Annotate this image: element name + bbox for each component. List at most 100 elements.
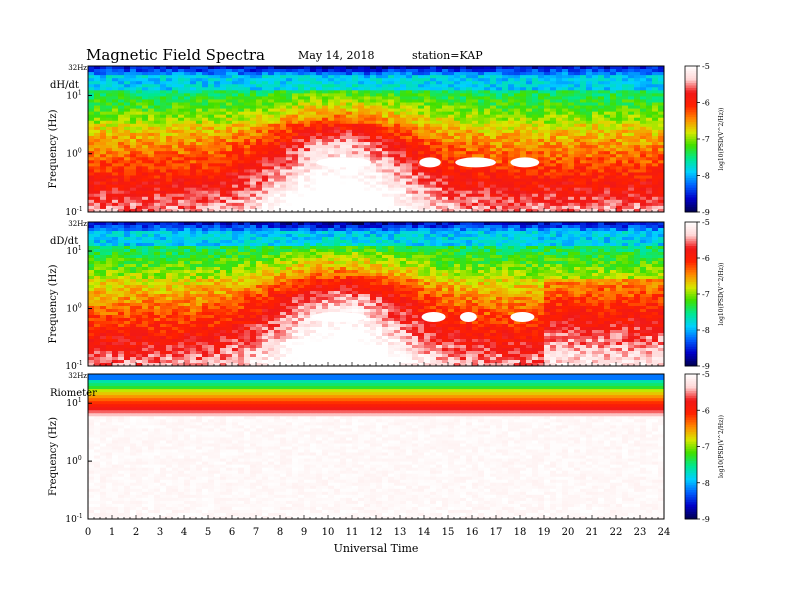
spectrogram-cell [298,84,305,88]
spectrogram-cell [508,151,515,155]
spectrogram-cell [262,66,269,70]
spectrogram-cell [478,148,485,152]
spectrogram-cell [436,142,443,146]
spectrogram-cell [118,105,125,109]
spectrogram-cell [250,163,257,167]
spectrogram-cell [502,108,509,113]
spectrogram-cell [358,154,365,158]
spectrogram-cell [244,184,251,189]
spectrogram-cell [640,148,647,152]
spectrogram-cell [616,166,623,170]
spectrogram-cell [622,181,629,186]
spectrogram-cell [154,142,161,146]
spectrogram-cell [238,184,245,189]
spectrogram-cell [370,90,377,94]
spectrogram-cell [280,96,287,100]
spectrogram-cell [100,99,107,103]
spectrogram-cell [448,172,455,176]
spectrogram-cell [460,184,467,189]
spectrogram-cell [610,193,617,198]
spectrogram-cell [394,81,401,85]
spectrogram-cell [490,66,497,70]
spectrogram-cell [472,123,479,128]
spectrogram-cell [154,154,161,158]
spectrogram-cell [406,84,413,88]
spectrogram-cell [292,139,299,143]
spectrogram-cell [106,78,113,82]
spectrogram-cell [382,75,389,79]
spectrogram-cell [148,208,155,213]
spectrogram-cell [592,184,599,189]
spectrogram-cell [508,228,515,232]
spectrogram-cell [262,105,269,109]
spectrogram-cell [262,202,269,207]
spectrogram-cell [304,222,311,226]
spectrogram-cell [586,175,593,179]
spectrogram-cell [598,90,605,94]
spectrogram-cell [280,145,287,149]
spectrogram-cell [238,163,245,167]
spectrogram-cell [352,123,359,128]
spectrogram-cell [190,175,197,179]
spectrogram-cell [358,123,365,128]
spectrogram-cell [142,102,149,106]
colorbar-cell [685,207,697,210]
spectrogram-cell [364,84,371,88]
spectrogram-cell [502,169,509,173]
spectrogram-cell [262,205,269,210]
spectrogram-cell [586,123,593,128]
spectrogram-cell [454,99,461,103]
spectrogram-cell [382,81,389,85]
spectrogram-cell [280,99,287,103]
spectrogram-cell [346,84,353,88]
colorbar-cell [685,136,697,140]
spectrogram-cell [598,102,605,106]
spectrogram-cell [610,105,617,109]
spectrogram-cell [142,145,149,149]
spectrogram-cell [586,193,593,198]
spectrogram-cell [610,72,617,76]
spectrogram-cell [94,151,101,155]
spectrogram-cell [616,148,623,152]
spectrogram-cell [568,222,575,226]
spectrogram-cell [166,123,173,128]
spectrogram-cell [88,87,95,91]
spectrogram-cell [166,187,173,192]
spectrogram-cell [364,222,371,226]
spectrogram-cell [208,205,215,210]
spectrogram-cell [352,135,359,140]
spectrogram-cell [304,139,311,143]
spectrogram-cell [238,93,245,97]
spectrogram-cell [346,78,353,82]
spectrogram-cell [658,202,665,207]
spectrogram-cell [118,157,125,161]
spectrogram-cell [340,222,347,226]
spectrogram-cell [358,75,365,79]
spectrogram-cell [466,172,473,176]
spectrogram-cell [328,208,335,213]
spectrogram-cell [406,145,413,149]
spectrogram-cell [652,172,659,176]
spectrogram-cell [478,181,485,186]
spectrogram-cell [646,102,653,106]
spectrogram-cell [604,102,611,106]
spectrogram-cell [232,178,239,182]
spectrogram-cell [556,193,563,198]
spectrogram-cell [412,87,419,91]
spectrogram-cell [394,193,401,198]
spectrogram-cell [88,126,95,131]
spectrogram-cell [280,154,287,158]
spectrogram-cell [292,187,299,192]
spectrogram-cell [184,135,191,140]
spectrogram-cell [652,139,659,143]
spectrogram-cell [418,90,425,94]
spectrogram-cell [568,166,575,170]
spectrogram-cell [304,105,311,109]
spectrogram-cell [526,75,533,79]
spectrogram-cell [88,172,95,176]
spectrogram-cell [490,129,497,134]
spectrogram-cell [658,129,665,134]
spectrogram-cell [316,184,323,189]
spectrogram-cell [460,105,467,109]
spectrogram-cell [112,225,119,229]
